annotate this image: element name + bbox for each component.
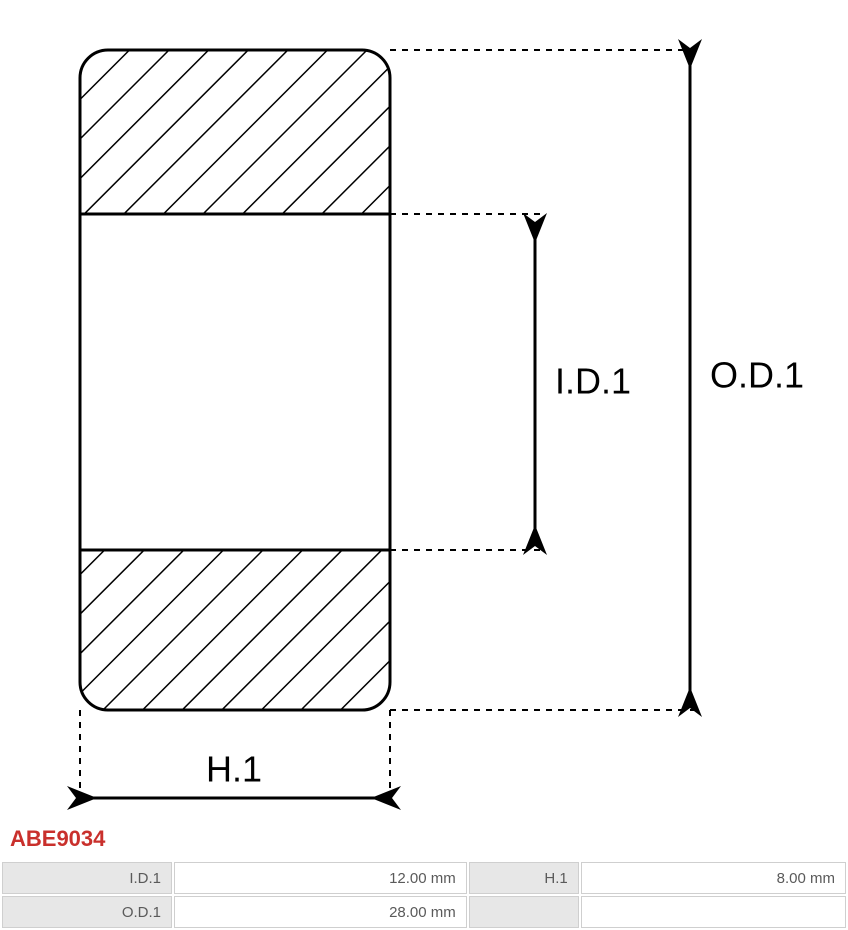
svg-text:H.1: H.1	[206, 749, 262, 790]
dimension-diagram: I.D.1 O.D.1 H.1	[10, 10, 840, 810]
table-row: O.D.128.00 mm	[2, 896, 846, 928]
spec-label: O.D.1	[2, 896, 172, 928]
spec-label: I.D.1	[2, 862, 172, 894]
table-row: I.D.112.00 mmH.18.00 mm	[2, 862, 846, 894]
spec-label: H.1	[469, 862, 579, 894]
spec-label	[469, 896, 579, 928]
spec-value: 12.00 mm	[174, 862, 467, 894]
spec-value: 28.00 mm	[174, 896, 467, 928]
svg-text:I.D.1: I.D.1	[555, 361, 631, 402]
product-code: ABE9034	[0, 820, 848, 860]
spec-value	[581, 896, 846, 928]
spec-table: I.D.112.00 mmH.18.00 mmO.D.128.00 mm	[0, 860, 848, 930]
spec-value: 8.00 mm	[581, 862, 846, 894]
svg-text:O.D.1: O.D.1	[710, 355, 804, 396]
